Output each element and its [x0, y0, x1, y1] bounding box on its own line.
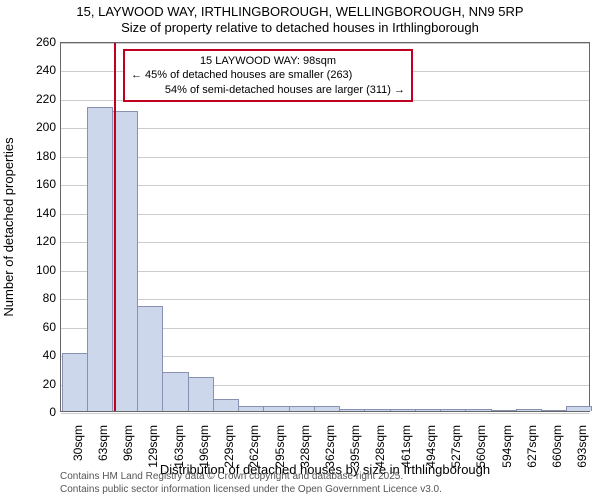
histogram-bar [87, 107, 113, 411]
annotation-line-1: 15 LAYWOOD WAY: 98sqm [131, 54, 405, 68]
histogram-bar [491, 410, 517, 411]
y-tick-label: 240 [36, 63, 56, 77]
y-tick-label: 220 [36, 92, 56, 106]
property-size-histogram: 15, LAYWOOD WAY, IRTHLINGBOROUGH, WELLIN… [0, 0, 600, 500]
y-tick-label: 200 [36, 120, 56, 134]
x-tick-label: 196sqm [197, 425, 211, 468]
x-tick-label: 395sqm [348, 425, 362, 468]
chart-title-address: 15, LAYWOOD WAY, IRTHLINGBOROUGH, WELLIN… [0, 4, 600, 20]
y-tick-label: 180 [36, 149, 56, 163]
x-tick-label: 30sqm [71, 425, 85, 461]
attribution-line-2: Contains public sector information licen… [60, 484, 592, 497]
x-tick-label: 129sqm [146, 425, 160, 468]
chart-titles: 15, LAYWOOD WAY, IRTHLINGBOROUGH, WELLIN… [0, 4, 600, 35]
x-tick-label: 693sqm [575, 425, 589, 468]
histogram-bar [213, 399, 239, 411]
histogram-bar [415, 409, 441, 411]
grid-line [61, 43, 589, 44]
y-tick-label: 260 [36, 35, 56, 49]
attribution-line-1: Contains HM Land Registry data © Crown c… [60, 471, 592, 484]
grid-line [61, 214, 589, 215]
histogram-bar [465, 409, 491, 411]
chart-title-subtitle: Size of property relative to detached ho… [0, 20, 600, 36]
annotation-box: 15 LAYWOOD WAY: 98sqm← 45% of detached h… [123, 49, 413, 102]
histogram-bar [566, 406, 592, 411]
histogram-bar [339, 409, 365, 411]
histogram-bar [364, 409, 390, 411]
grid-line [61, 185, 589, 186]
annotation-line-2: ← 45% of detached houses are smaller (26… [131, 68, 405, 82]
reference-line [114, 43, 116, 411]
x-tick-label: 229sqm [222, 425, 236, 468]
histogram-bar [263, 406, 289, 411]
y-axis-title: Number of detached properties [1, 137, 16, 316]
histogram-bar [62, 353, 88, 411]
y-tick-label: 160 [36, 177, 56, 191]
x-tick-label: 63sqm [96, 425, 110, 461]
histogram-bar [238, 406, 264, 411]
y-tick-label: 20 [43, 377, 56, 391]
y-tick-label: 100 [36, 263, 56, 277]
annotation-line-3: 54% of semi-detached houses are larger (… [131, 83, 405, 97]
x-tick-label: 262sqm [247, 425, 261, 468]
x-tick-label: 494sqm [424, 425, 438, 468]
x-tick-label: 295sqm [273, 425, 287, 468]
grid-line [61, 271, 589, 272]
x-tick-label: 660sqm [550, 425, 564, 468]
x-tick-label: 594sqm [500, 425, 514, 468]
x-tick-label: 428sqm [373, 425, 387, 468]
x-tick-label: 527sqm [449, 425, 463, 468]
grid-line [61, 157, 589, 158]
x-tick-label: 328sqm [298, 425, 312, 468]
histogram-bar [541, 410, 567, 411]
plot-area: 15 LAYWOOD WAY: 98sqm← 45% of detached h… [60, 42, 590, 412]
grid-line [61, 413, 589, 414]
y-tick-label: 80 [43, 291, 56, 305]
x-tick-label: 560sqm [474, 425, 488, 468]
y-tick-label: 120 [36, 234, 56, 248]
grid-line [61, 242, 589, 243]
y-tick-label: 140 [36, 206, 56, 220]
y-tick-label: 60 [43, 320, 56, 334]
histogram-bar [516, 409, 542, 411]
x-tick-label: 163sqm [172, 425, 186, 468]
attribution-text: Contains HM Land Registry data © Crown c… [60, 471, 592, 496]
x-tick-label: 96sqm [121, 425, 135, 461]
x-tick-label: 362sqm [323, 425, 337, 468]
x-tick-label: 461sqm [399, 425, 413, 468]
histogram-bar [162, 372, 188, 411]
grid-line [61, 128, 589, 129]
y-tick-label: 40 [43, 348, 56, 362]
histogram-bar [390, 409, 416, 411]
grid-line [61, 299, 589, 300]
histogram-bar [289, 406, 315, 411]
histogram-bar [440, 409, 466, 411]
x-tick-label: 627sqm [525, 425, 539, 468]
histogram-bar [188, 377, 214, 411]
histogram-bar [137, 306, 163, 411]
histogram-bar [314, 406, 340, 411]
y-tick-label: 0 [49, 405, 56, 419]
